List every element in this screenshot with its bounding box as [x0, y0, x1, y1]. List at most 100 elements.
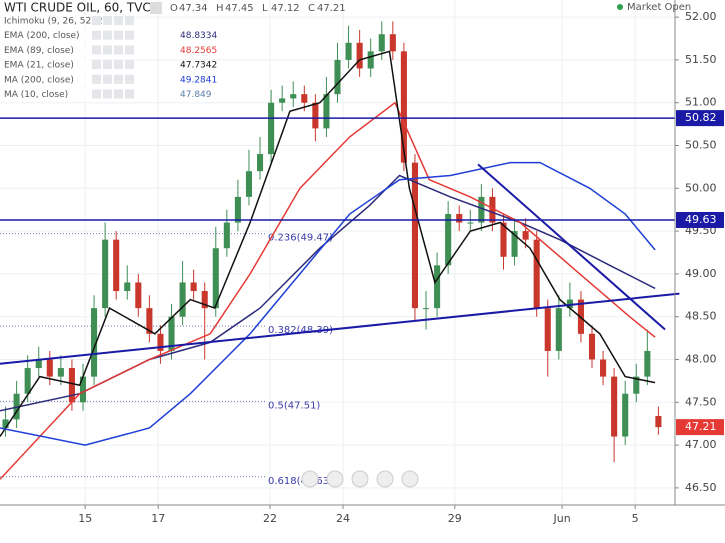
x-tick-label: 5 — [632, 512, 639, 525]
candle-body — [68, 368, 75, 403]
candle-body — [544, 308, 551, 351]
candle-body — [223, 222, 230, 249]
candle-body — [478, 196, 485, 223]
legend-button — [114, 30, 123, 40]
candle-body — [323, 94, 330, 129]
legend-value: 48.2565 — [180, 46, 217, 56]
x-tick-label: 22 — [263, 512, 277, 525]
legend-button — [92, 16, 101, 25]
y-tick-label: 47.00 — [685, 438, 717, 451]
ohlc-key: L — [262, 3, 268, 14]
fib-label: 0.618(46.63) — [268, 476, 333, 487]
candle-body — [555, 308, 562, 351]
ohlc-value: 47.21 — [317, 3, 346, 14]
chart-title: WTI CRUDE OIL, 60, TVC — [4, 1, 151, 15]
candle-body — [489, 196, 496, 223]
ohlc-value: 47.12 — [271, 3, 300, 14]
candle-body — [312, 102, 319, 129]
trend-line — [477, 163, 666, 331]
candle-body — [445, 213, 452, 266]
y-tick-label: 48.00 — [685, 352, 717, 365]
candle-body — [334, 59, 341, 95]
legend-value: 47.7342 — [180, 61, 217, 71]
candle-body — [179, 282, 186, 317]
legend-button — [114, 74, 123, 84]
candle-body — [124, 282, 131, 292]
candle-body — [2, 419, 9, 428]
zoom-in-button[interactable] — [401, 470, 419, 488]
legend-button — [125, 60, 134, 70]
candle-body — [345, 42, 352, 60]
ohlc-value: 47.34 — [179, 3, 208, 14]
legend-button — [125, 16, 134, 25]
candle-body — [212, 248, 219, 309]
candle-body — [389, 34, 396, 52]
candle-body — [422, 308, 430, 310]
candle-body — [135, 282, 142, 309]
candle-body — [467, 222, 474, 224]
candle-body — [434, 265, 441, 309]
candle-body — [367, 51, 374, 69]
legend-button — [103, 30, 112, 40]
candle-body — [644, 350, 651, 377]
legend-bg — [2, 44, 90, 57]
legend-button — [92, 89, 101, 99]
legend-name: Ichimoku (9, 26, 52, 26) — [4, 17, 112, 27]
candle-body — [268, 102, 275, 155]
candle-body — [245, 171, 253, 197]
last-price-box — [676, 419, 724, 436]
candle-body — [533, 239, 540, 309]
reset-button[interactable] — [351, 470, 369, 488]
y-tick-label: 51.00 — [685, 96, 717, 109]
legend-button — [125, 45, 134, 55]
candle-body — [24, 368, 31, 394]
level-label: 50.82 — [685, 111, 717, 124]
legend-value: 48.8334 — [180, 31, 217, 41]
candle-body — [113, 239, 120, 292]
ohlc-key: O — [170, 3, 178, 14]
y-tick-label: 50.00 — [685, 181, 717, 194]
settings-icon[interactable] — [150, 2, 162, 14]
y-tick-label: 46.50 — [685, 481, 717, 494]
header: WTI CRUDE OIL, 60, TVC Market Open O 47.3… — [2, 1, 691, 101]
ohlc-value: 47.45 — [225, 3, 254, 14]
candle-body — [234, 196, 241, 223]
legend-value: 47.849 — [180, 90, 212, 100]
scroll-right-button[interactable] — [376, 470, 394, 488]
level-label-box — [676, 211, 724, 228]
scroll-left-button[interactable] — [326, 470, 344, 488]
y-tick-label: 49.00 — [685, 267, 717, 280]
fib-label: 0.236(49.47) — [268, 233, 333, 244]
candle-body — [46, 359, 53, 377]
fib-label: 0.5(47.51) — [268, 400, 320, 411]
candle-body — [57, 368, 64, 377]
candle-body — [566, 299, 573, 309]
indicator-line — [0, 50, 656, 437]
legend-button — [114, 45, 123, 55]
legend-value: 49.2841 — [180, 75, 217, 85]
candle-body — [588, 333, 596, 360]
zoom-controls — [301, 470, 419, 488]
candle-body — [633, 376, 640, 394]
candle-body — [35, 359, 42, 369]
legend-bg — [2, 15, 90, 27]
candle-body — [600, 359, 607, 377]
candle-body — [157, 333, 164, 351]
zoom-out-button[interactable] — [301, 470, 319, 488]
candle-body — [79, 376, 87, 403]
candle-body — [146, 308, 153, 334]
legend-button — [114, 60, 123, 70]
candle-body — [301, 94, 308, 103]
candle-body — [511, 231, 518, 257]
legend-button — [92, 60, 101, 70]
candle-body — [611, 376, 618, 437]
indicator-line — [0, 101, 656, 480]
legend-button — [92, 45, 101, 55]
status-dot — [617, 4, 623, 10]
candle-body — [622, 393, 629, 437]
candle-body — [400, 51, 407, 163]
legend-button — [92, 74, 101, 84]
level-label-box — [676, 110, 724, 127]
x-tick-label: 29 — [448, 512, 462, 525]
